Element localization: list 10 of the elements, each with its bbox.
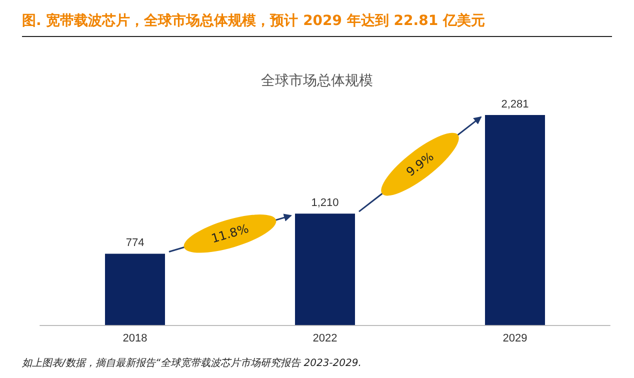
chart-subtitle: 全球市场总体规模 xyxy=(261,72,373,88)
data-label: 1,210 xyxy=(311,197,339,210)
data-label: 2,281 xyxy=(501,98,529,110)
x-tick-label: 2018 xyxy=(122,332,148,344)
x-tick-label: 2022 xyxy=(312,332,338,344)
text: 如上图表/数据，摘自最新报告“全球宽带载波芯片市场研究报告 2023-2029. xyxy=(22,356,362,370)
chart-title: 图. 宽带载波芯片，全球市场总体规模，预计 2029 年达到 22.81 亿美元 xyxy=(22,12,612,37)
annotation: 11.8% xyxy=(210,222,250,246)
x-tick-label: 2029 xyxy=(502,332,528,344)
data-label: 774 xyxy=(126,237,144,250)
